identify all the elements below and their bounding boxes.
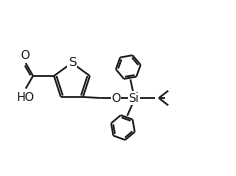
Text: Si: Si <box>128 92 139 105</box>
Text: S: S <box>68 56 76 69</box>
Text: O: O <box>21 49 30 62</box>
Text: O: O <box>111 92 121 105</box>
Text: HO: HO <box>17 91 35 104</box>
